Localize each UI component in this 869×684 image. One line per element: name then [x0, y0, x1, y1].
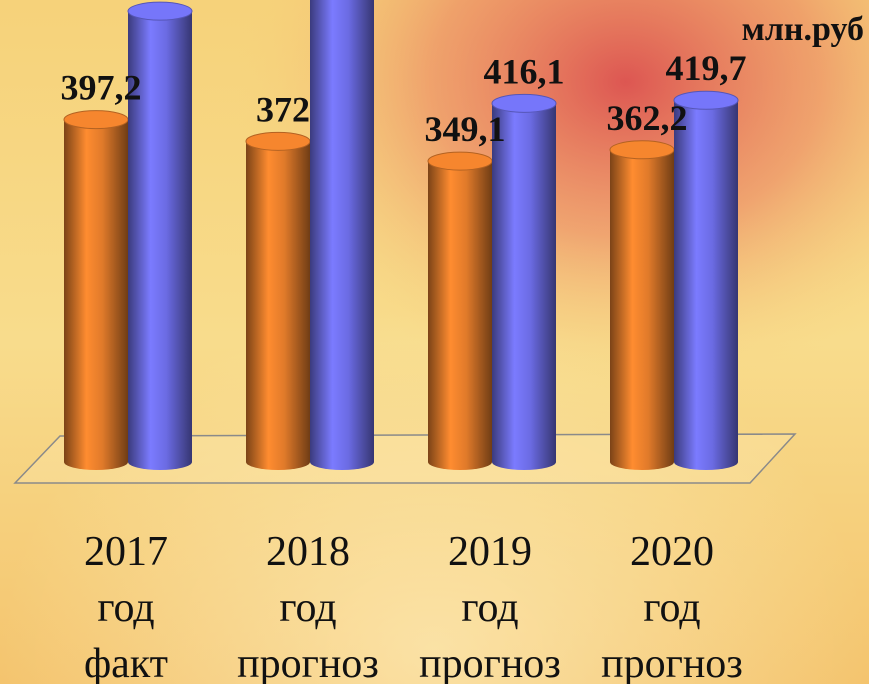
value-label: 362,2 [607, 98, 688, 138]
bar-body [610, 149, 674, 462]
bar [673, 90, 739, 470]
bar [245, 131, 311, 470]
unit-label: млн.руб [742, 11, 864, 48]
x-tick-label: прогноз [419, 641, 561, 684]
bar [310, 0, 374, 470]
bar-top [427, 151, 493, 171]
value-label: 419,7 [666, 48, 747, 88]
value-label: 397,2 [61, 68, 142, 108]
x-tick-label: год [461, 585, 518, 631]
bar-top [245, 131, 311, 151]
bar-bottom [128, 454, 192, 470]
x-tick-label: прогноз [237, 641, 379, 684]
bar-bottom [428, 454, 492, 470]
bar-bottom [246, 454, 310, 470]
bar [609, 140, 675, 470]
x-tick-label: год [279, 585, 336, 631]
bar-bottom [64, 454, 128, 470]
x-tick-label: 2020 [630, 529, 714, 575]
bar-top [673, 90, 739, 110]
floor [13, 433, 797, 484]
x-tick-label: 2017 [84, 529, 168, 575]
x-tick-label: факт [84, 641, 168, 684]
bar-bottom [610, 454, 674, 470]
x-tick-label: 2019 [448, 529, 532, 575]
bar [491, 93, 557, 470]
bar [427, 151, 493, 470]
bar-body [492, 103, 556, 462]
bar-top [63, 110, 129, 130]
bar-top [127, 1, 193, 21]
bar [63, 110, 129, 470]
bar-body [128, 11, 192, 462]
bar-body [674, 100, 738, 462]
x-tick-label: год [643, 585, 700, 631]
bar-body [64, 119, 128, 463]
x-tick-label: 2018 [266, 529, 350, 575]
bar-top [609, 140, 675, 160]
bar-top [491, 93, 557, 113]
value-label: 372 [256, 89, 310, 129]
value-label: 349,1 [425, 109, 506, 149]
bar-body [428, 161, 492, 462]
bar-body [310, 0, 374, 463]
bar-bottom [674, 454, 738, 470]
bars [63, 0, 739, 470]
bar-bottom [310, 454, 374, 470]
value-label: 416,1 [484, 51, 565, 91]
x-tick-label: прогноз [601, 641, 743, 684]
bar [127, 1, 193, 470]
bar-body [246, 141, 310, 462]
x-tick-label: год [97, 585, 154, 631]
bar-bottom [492, 454, 556, 470]
